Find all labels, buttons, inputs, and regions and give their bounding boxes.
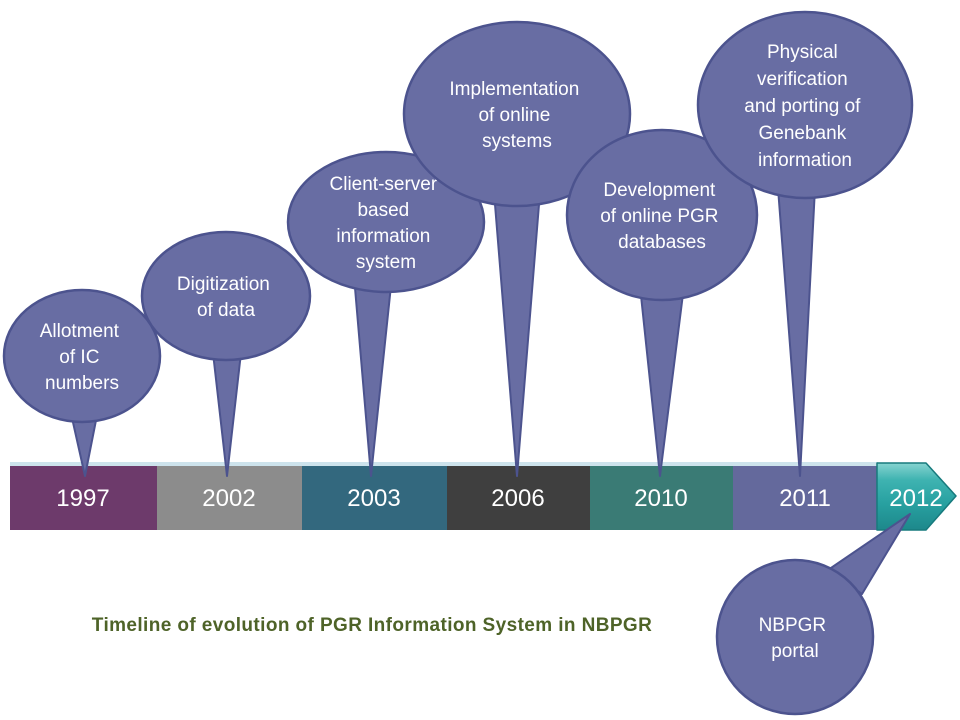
year-label: 2012 [889,485,942,512]
callout-digitization-of-data: Digitization of data [140,230,312,477]
callout-text-line: based [357,200,409,221]
callout-text-line: information [336,226,430,247]
callout-client-server-based-information-system: Client-server based information system [286,150,486,477]
callout-text: Client-server based information system [330,174,443,273]
callout-text: Implementation of online systems [449,79,584,152]
callout-text: Digitization of data [177,274,275,321]
callout-bubble [140,230,312,362]
callout-text-line: Implementation [449,79,579,100]
callout-text-line: verification [757,69,848,90]
year-label: 2010 [634,485,687,512]
callout-development-of-online-pgr-databases: Development of online PGR databases [565,128,759,477]
timeline-segment-1997 [10,466,157,530]
callout-implementation-of-online-systems: Implementation of online systems [402,20,632,477]
timeline-top-highlight [10,462,878,466]
callout-tail [493,191,541,477]
callout-text-line: and porting of [744,96,861,117]
callout-allotment-of-ic-numbers: Allotment of IC numbers [2,288,162,477]
callout-text-line: information [758,150,852,171]
year-label: 2003 [347,485,400,512]
callout-tail [353,275,393,477]
callout-text-line: Allotment [40,321,120,342]
year-label: 2006 [491,485,544,512]
callout-text: Allotment of IC numbers [40,321,124,394]
callout-text-line: Client-server [330,174,438,195]
callout-tail [777,187,816,477]
callout-physical-verification-porting-genebank: Physical verification and porting of Gen… [696,10,914,477]
callout-text-line: portal [771,641,819,662]
timeline-bar: 1997 2002 2003 2006 2010 2011 2012 [10,462,957,531]
year-label: 2011 [779,485,831,512]
callout-text-line: of data [197,300,256,321]
callout-bubble [2,288,162,424]
callout-tail [211,343,243,477]
callout-text-line: of online PGR [600,206,718,227]
timeline-segment-2010 [590,466,733,530]
callout-text-line: Development [603,180,716,201]
callout-nbpgr-portal: NBPGR portal [715,513,911,716]
timeline-segment-2002 [157,466,302,530]
year-label: 2002 [202,485,255,512]
year-label: 1997 [56,485,109,512]
callout-text-line: system [356,252,416,273]
callout-text: NBPGR portal [759,615,832,662]
callout-tail [639,285,685,477]
callout-bubble [402,20,632,208]
callout-text-line: Genebank [759,123,847,144]
callout-text-line: of IC [59,347,99,368]
callout-bubble [565,128,759,302]
callout-text-line: Digitization [177,274,270,295]
callout-text-line: Physical [767,42,838,63]
callout-bubble [696,10,914,200]
callout-text-line: databases [618,232,706,253]
slide-caption: Timeline of evolution of PGR Information… [92,615,652,636]
callout-bubble [715,558,875,716]
callout-text-line: of online [478,105,550,126]
callout-bubble [286,150,486,294]
timeline-segment-2011 [733,466,877,530]
timeline-arrow-2012 [876,462,957,531]
callout-text: Development of online PGR databases [600,180,724,253]
callout-text-line: numbers [45,373,119,394]
callout-text-line: systems [482,131,552,152]
timeline-segment-2003 [302,466,447,530]
callout-text-line: NBPGR [759,615,827,636]
timeline-segment-2006 [447,466,590,530]
callout-text: Physical verification and porting of Gen… [744,42,865,171]
